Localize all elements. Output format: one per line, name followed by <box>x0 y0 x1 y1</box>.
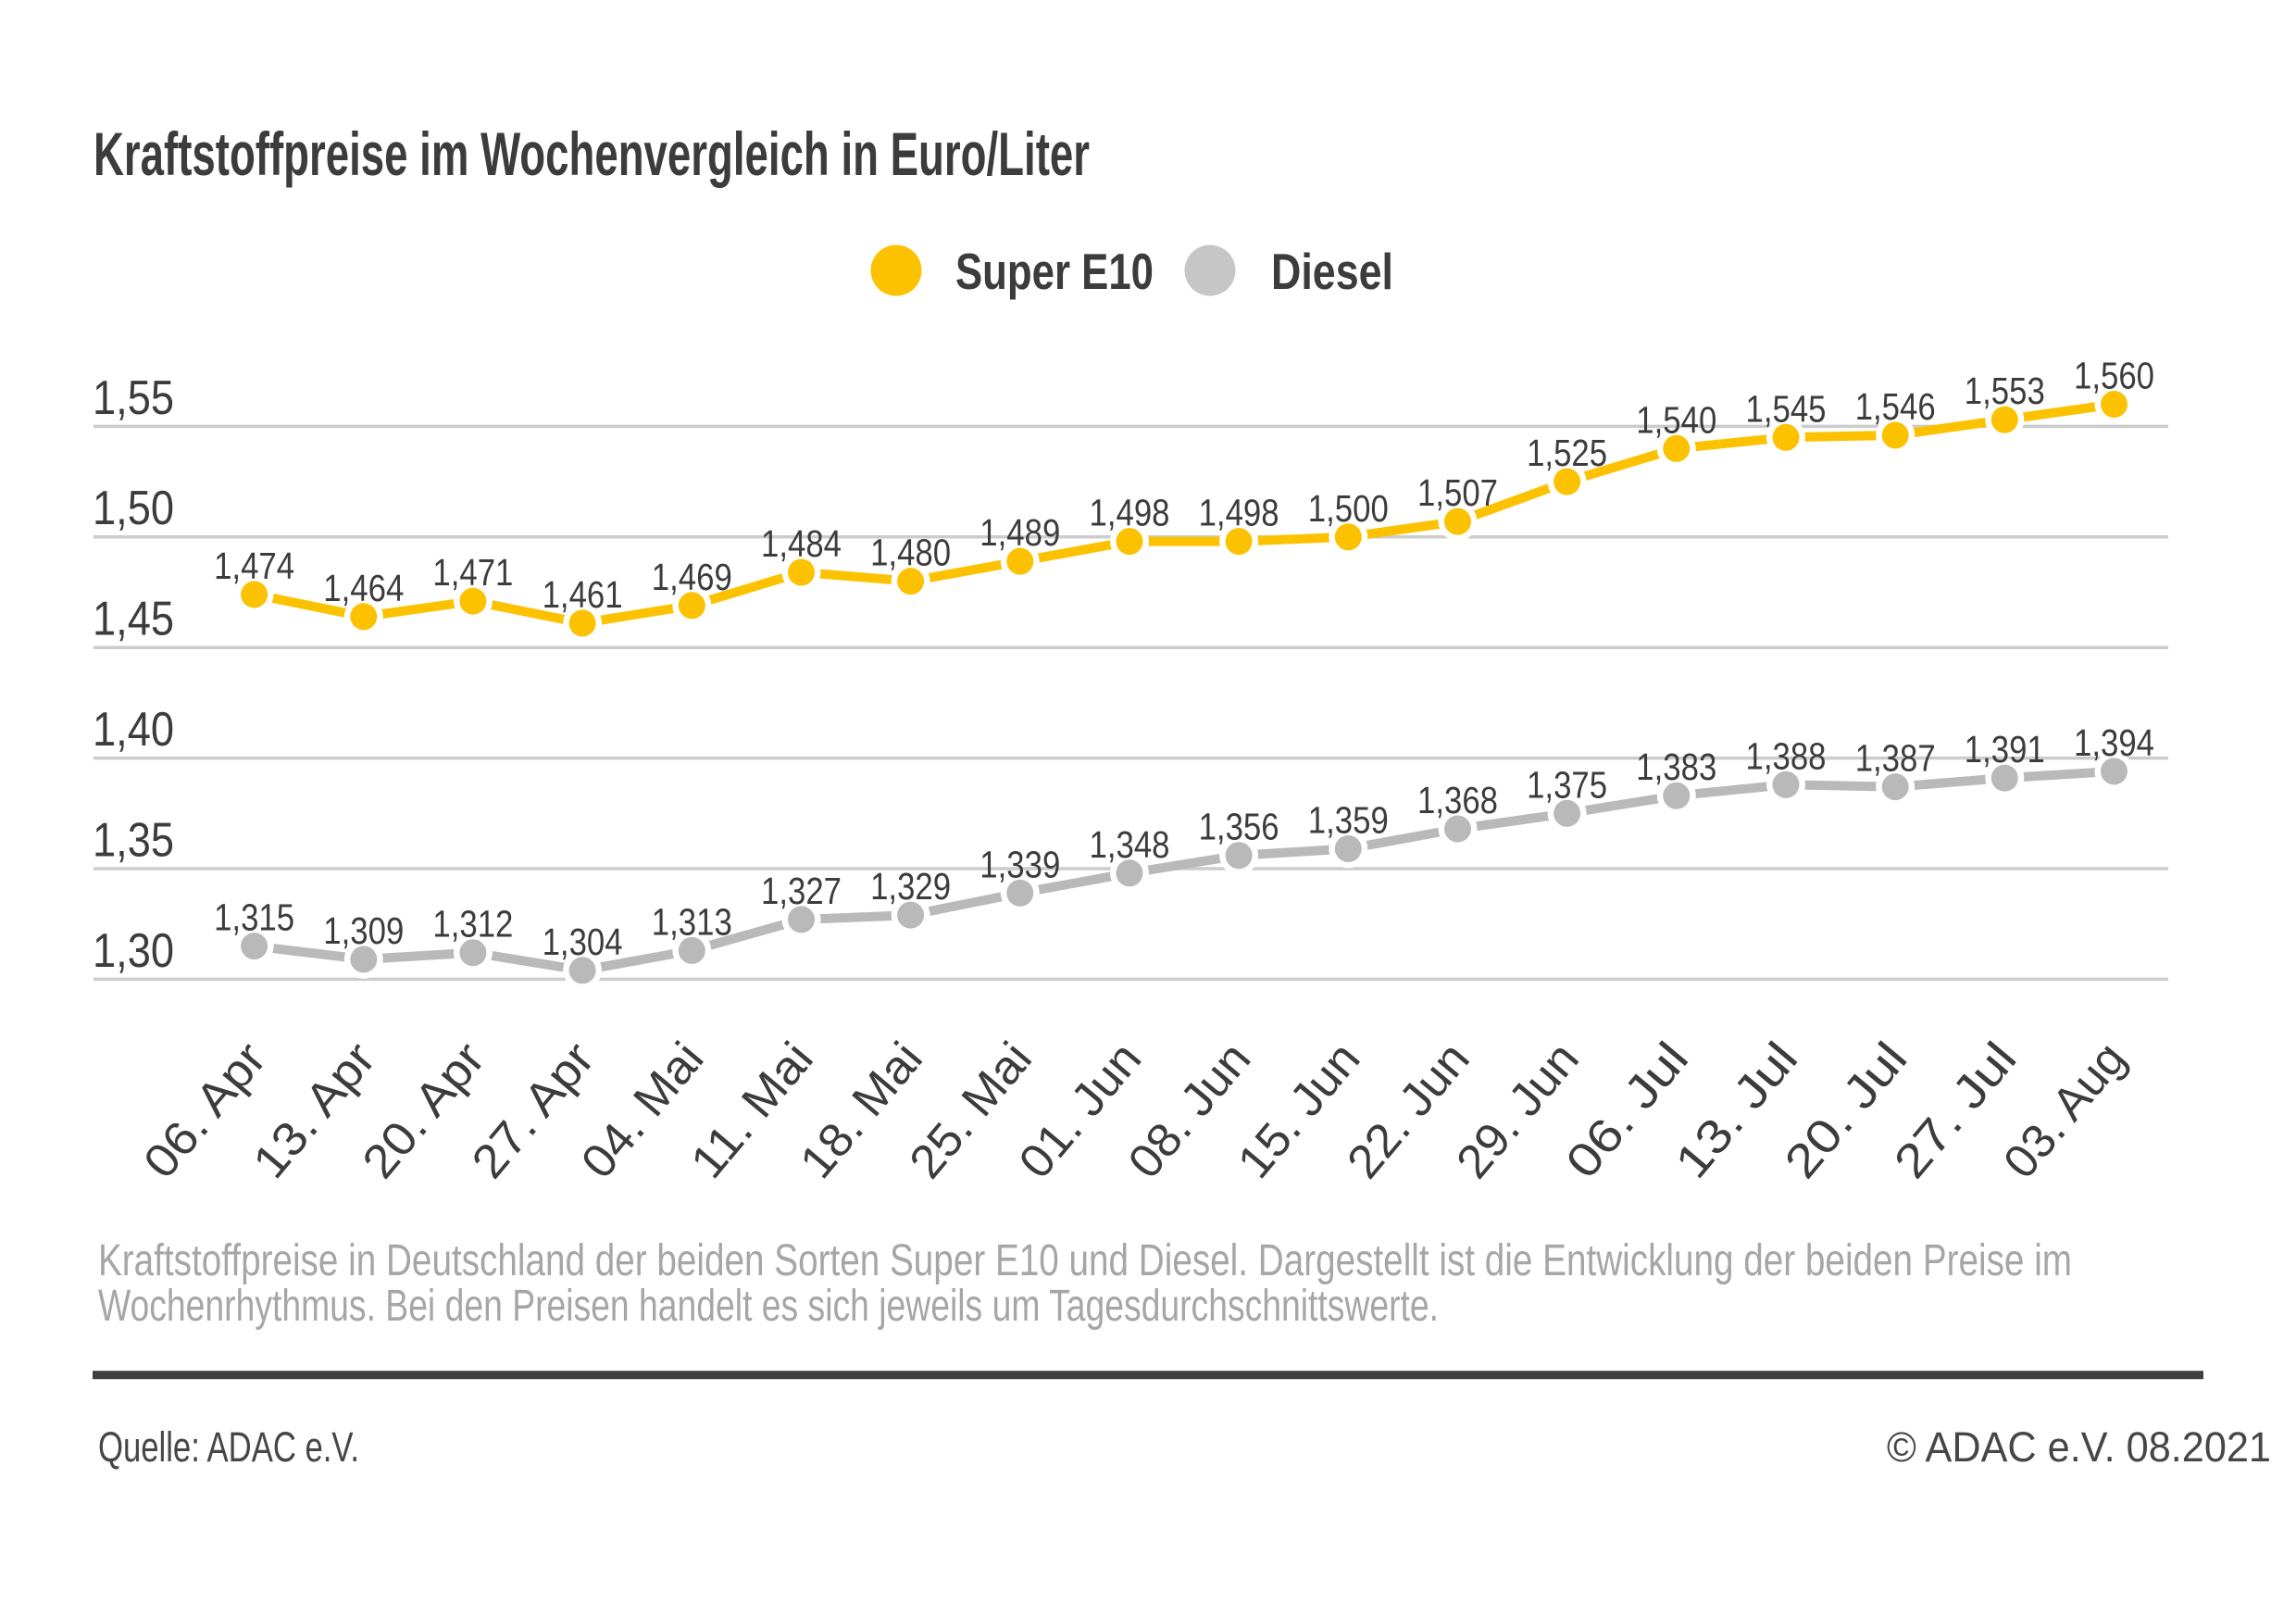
svg-text:1,546: 1,546 <box>1855 385 1936 428</box>
svg-text:1,469: 1,469 <box>652 556 732 598</box>
svg-text:1,471: 1,471 <box>432 551 513 594</box>
svg-text:1,553: 1,553 <box>1965 370 2045 412</box>
svg-text:1,375: 1,375 <box>1527 763 1607 806</box>
svg-text:1,498: 1,498 <box>1090 492 1170 534</box>
svg-text:1,387: 1,387 <box>1855 737 1936 780</box>
svg-text:1,309: 1,309 <box>323 909 404 952</box>
svg-text:Kraftstoffpreise im Wochenverg: Kraftstoffpreise im Wochenvergleich in E… <box>94 119 1090 188</box>
svg-text:1,315: 1,315 <box>214 896 294 939</box>
svg-text:1,464: 1,464 <box>323 567 404 609</box>
svg-text:Super E10: Super E10 <box>955 243 1154 300</box>
svg-text:1,40: 1,40 <box>93 703 174 757</box>
svg-text:1,312: 1,312 <box>432 903 513 946</box>
svg-text:1,304: 1,304 <box>543 921 623 963</box>
svg-text:1,35: 1,35 <box>93 813 174 867</box>
svg-text:1,540: 1,540 <box>1636 398 1716 441</box>
svg-text:Diesel: Diesel <box>1271 243 1393 300</box>
svg-text:1,391: 1,391 <box>1965 728 2045 770</box>
svg-text:1,348: 1,348 <box>1090 823 1170 866</box>
svg-text:1,356: 1,356 <box>1199 806 1279 848</box>
svg-text:1,484: 1,484 <box>761 522 842 565</box>
svg-text:Quelle: ADAC e.V.: Quelle: ADAC e.V. <box>98 1423 359 1471</box>
svg-text:1,500: 1,500 <box>1308 487 1389 530</box>
svg-text:Wochenrhythmus. Bei den Preise: Wochenrhythmus. Bei den Preisen handelt … <box>98 1282 1439 1331</box>
svg-text:1,359: 1,359 <box>1308 799 1389 842</box>
svg-text:1,45: 1,45 <box>93 593 174 646</box>
svg-text:1,383: 1,383 <box>1636 745 1716 788</box>
svg-text:1,313: 1,313 <box>652 900 732 943</box>
svg-text:1,394: 1,394 <box>2074 721 2154 764</box>
svg-text:© ADAC e.V. 08.2021: © ADAC e.V. 08.2021 <box>1887 1423 2271 1471</box>
svg-text:1,55: 1,55 <box>93 371 174 425</box>
svg-text:1,545: 1,545 <box>1746 387 1827 430</box>
svg-text:1,498: 1,498 <box>1199 492 1279 534</box>
svg-text:1,368: 1,368 <box>1417 779 1498 821</box>
svg-text:1,327: 1,327 <box>761 870 842 912</box>
svg-text:1,560: 1,560 <box>2074 355 2154 397</box>
svg-text:1,480: 1,480 <box>870 532 951 574</box>
svg-text:1,30: 1,30 <box>93 924 174 978</box>
svg-text:1,474: 1,474 <box>214 545 294 587</box>
svg-text:1,489: 1,489 <box>980 511 1060 554</box>
svg-text:1,507: 1,507 <box>1417 471 1498 514</box>
svg-text:1,461: 1,461 <box>543 573 623 616</box>
svg-text:1,388: 1,388 <box>1746 734 1827 777</box>
svg-text:1,525: 1,525 <box>1527 432 1607 474</box>
svg-text:1,50: 1,50 <box>93 482 174 535</box>
svg-text:1,339: 1,339 <box>980 843 1060 885</box>
svg-text:1,329: 1,329 <box>870 865 951 908</box>
svg-text:Kraftstoffpreise in Deutschlan: Kraftstoffpreise in Deutschland der beid… <box>98 1236 2072 1285</box>
